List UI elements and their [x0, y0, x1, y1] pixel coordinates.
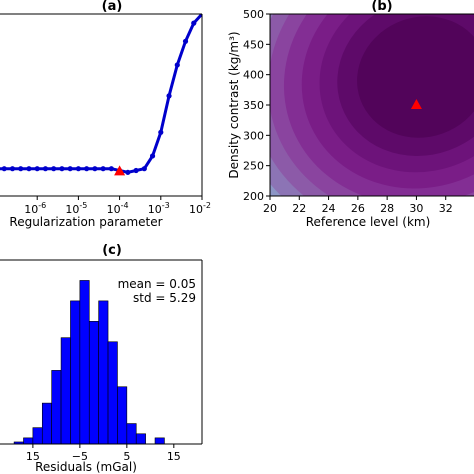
panel-a-point	[158, 129, 164, 135]
panel-c-frame	[0, 259, 203, 445]
panel-b-y-tick-label: 500	[243, 8, 264, 21]
panel-a-point	[199, 14, 202, 17]
panel-c-x-tick-label: −5	[72, 450, 88, 463]
panel-b-x-tick-label: 20	[263, 202, 277, 215]
panel-a-line	[0, 14, 202, 174]
panel-c-x-ticks: 15 −5 5 15	[26, 444, 181, 463]
panel-c-bar	[79, 280, 90, 444]
panel-c: (c) 15 −5 5 15 mean = 0.05 std = 5.29 Resid…	[0, 243, 203, 474]
panel-c-mean-annotation: mean = 0.05	[118, 277, 196, 291]
panel-b-x-tick-label: 28	[380, 202, 394, 215]
panel-b-y-tick-label: 200	[243, 190, 264, 203]
panel-a-point	[84, 166, 90, 172]
panel-a-x-ticks: 10-6 10-5 10-4 10-3 10-2	[24, 196, 211, 216]
panel-a-point	[191, 20, 197, 26]
panel-a-point	[182, 38, 189, 44]
panel-a-point	[26, 166, 32, 172]
panel-b: (b) 20 22 24 26 28 30 32200250300350400450500 …	[227, 0, 474, 229]
panel-a-point	[75, 166, 81, 172]
panel-b-heatmap	[270, 14, 474, 196]
panel-b-y-tick-label: 300	[243, 129, 264, 142]
panel-a-point	[166, 93, 172, 99]
panel-a-title: (a)	[102, 0, 123, 14]
panel-a-x-tick-label: 10-3	[148, 201, 170, 216]
panel-c-bar	[107, 341, 118, 444]
panel-a-point	[149, 153, 156, 159]
panel-a-x-tick-exponent: -2	[203, 201, 211, 210]
panel-c-bar	[88, 321, 99, 444]
panel-b-ticks: 20 22 24 26 28 30 32 200 250 300 350 400 450 500	[243, 8, 453, 215]
panel-b-x-tick-label: 32	[439, 202, 453, 215]
panel-a-optimum-marker	[114, 165, 126, 176]
panel-b-x-label: Reference level (km)	[306, 215, 431, 229]
panel-a-frame	[0, 13, 203, 197]
panel-b-y-tick-label: 400	[243, 69, 264, 82]
panel-a-point	[59, 166, 65, 172]
panel-c-bar	[117, 386, 128, 444]
panel-a-point	[67, 166, 73, 172]
panel-a-x-tick-label: 10-5	[65, 201, 87, 216]
panel-b-y-tick-label: 250	[243, 160, 264, 173]
panel-c-x-tick-label: 15	[167, 450, 181, 463]
panel-b-y-tick-label: 450	[243, 38, 264, 51]
panel-c-x-tick-label: 15	[26, 450, 40, 463]
panel-c-bar	[70, 300, 81, 444]
panel-a-x-tick-label: 10-6	[24, 201, 46, 216]
panel-a-point	[92, 166, 98, 172]
panel-c-bar	[126, 423, 137, 444]
panel-b-x-tick-label: 22	[292, 202, 306, 215]
panel-b-y-label: Density contrast (kg/m³)	[227, 31, 241, 178]
panel-b-contour-level	[357, 16, 474, 138]
panel-a-x-tick-exponent: -3	[162, 201, 170, 210]
panel-b-x-tick-label: 24	[322, 202, 336, 215]
panel-c-bar	[41, 402, 52, 444]
panel-c-title: (c)	[102, 243, 122, 258]
panel-a-point	[100, 166, 106, 172]
panel-a-x-tick-exponent: -6	[38, 201, 46, 210]
panel-a-point	[9, 166, 16, 172]
panel-c-bar	[98, 300, 109, 444]
panel-c-bar	[51, 370, 62, 444]
panel-a-x-tick-label: 10-4	[107, 201, 129, 216]
panel-b-x-tick-label: 30	[409, 202, 423, 215]
panel-a-point	[125, 169, 131, 175]
panel-a-x-tick-exponent: -5	[79, 201, 87, 210]
panel-b-y-tick-label: 350	[243, 99, 264, 112]
panel-b-minimum-marker	[410, 99, 422, 109]
panel-c-histogram	[13, 280, 165, 444]
panel-a-point	[51, 166, 57, 172]
panel-a: (a) 10-6 10-5 10-4 10-3 10-2 Regularization …	[0, 0, 211, 229]
panel-a-point	[34, 166, 40, 172]
panel-a-x-label: Regularization parameter	[9, 215, 162, 229]
panel-b-x-tick-label: 26	[351, 202, 365, 215]
panel-a-x-tick-exponent: -4	[121, 201, 129, 210]
panel-b-title: (b)	[371, 0, 392, 14]
panel-c-bar	[60, 337, 71, 444]
panel-c-bar	[23, 437, 34, 444]
panel-c-bar	[135, 433, 146, 444]
panel-a-point	[133, 167, 139, 174]
panel-a-point	[174, 62, 180, 68]
panel-a-point	[141, 166, 147, 172]
panel-c-x-label: Residuals (mGal)	[35, 460, 137, 474]
panel-c-bar	[154, 437, 165, 444]
panel-a-point	[108, 166, 114, 172]
panel-a-point	[1, 166, 7, 172]
panel-a-x-tick-label: 10-2	[189, 201, 211, 216]
panel-c-x-tick-label: 5	[123, 450, 130, 463]
panel-a-point	[18, 166, 24, 172]
panel-a-point	[42, 166, 49, 172]
panel-a-plot-area	[0, 14, 202, 176]
panel-c-bar	[32, 427, 43, 444]
panel-c-std-annotation: std = 5.29	[133, 291, 196, 305]
